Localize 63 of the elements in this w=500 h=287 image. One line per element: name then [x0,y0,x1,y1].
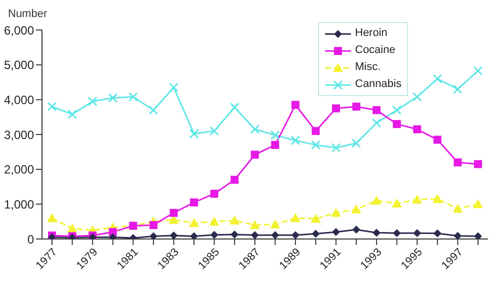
y-tick-label: 2,000 [4,162,34,177]
point [312,127,320,136]
legend-label: Misc. [355,60,381,75]
point [210,230,218,239]
point [230,216,240,225]
legend-label: Heroin [355,26,388,41]
point [452,204,463,213]
point [372,228,381,237]
point [291,100,300,109]
y-tick-label: 5,000 [4,58,34,72]
point [433,229,442,238]
point [47,213,57,222]
point [271,140,280,149]
point [413,229,422,238]
point [331,208,341,217]
point [250,150,259,159]
y-tick-label: 6,000 [4,23,34,38]
point [454,232,462,239]
point [352,102,360,111]
point [312,230,320,238]
point [310,214,321,223]
y-tick-label: 1,000 [4,197,34,212]
point [190,198,198,206]
y-tick-label: 0 [27,232,34,246]
point [189,218,199,227]
point [250,231,259,239]
point [332,228,340,236]
point [290,213,300,222]
y-tick-label: 4,000 [4,92,34,107]
point [473,199,483,208]
point [372,106,381,114]
point [474,160,482,168]
point [190,232,198,239]
point [271,231,280,239]
point [454,158,462,166]
point [474,232,482,239]
point [149,221,158,230]
point [352,226,360,234]
point [230,176,239,184]
point [351,204,362,214]
legend-label: Cocaine [355,43,396,58]
legend-label: Cannabis [355,77,402,92]
point [210,190,218,198]
point [392,229,401,238]
point [209,216,220,226]
point [332,104,340,112]
point [392,120,401,128]
point [412,194,422,204]
point [392,198,402,208]
point [149,232,158,239]
point [230,230,239,238]
point [250,220,260,230]
point [291,231,300,239]
point [170,208,178,217]
point [270,219,280,228]
point [372,196,382,205]
y-axis-title: Number [8,8,48,20]
point [432,194,442,203]
y-tick-label: 3,000 [4,128,34,142]
point [413,125,422,134]
point [433,136,442,144]
point [170,232,178,239]
point [67,224,78,233]
